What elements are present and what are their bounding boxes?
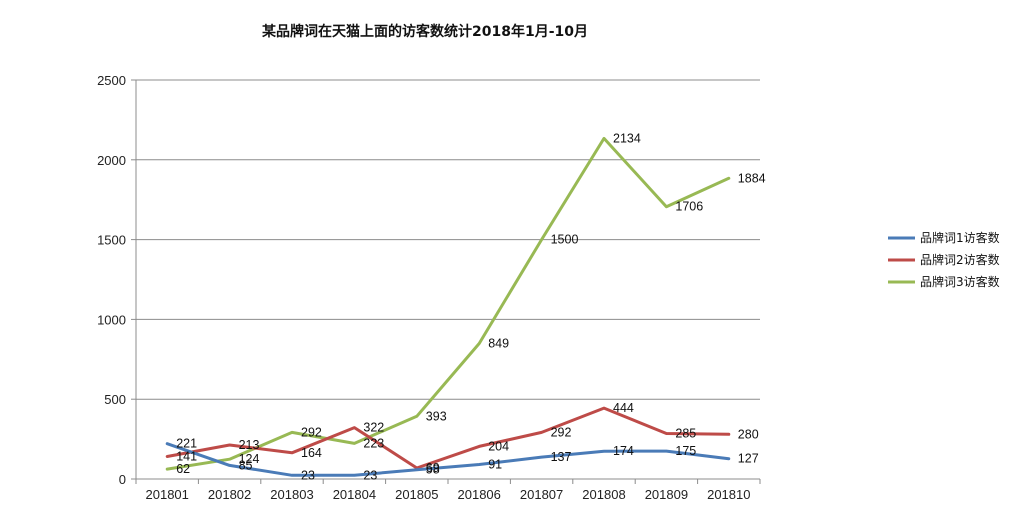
x-tick-label: 201802 [208, 487, 251, 502]
data-label: 141 [176, 449, 197, 463]
gridlines [136, 79, 760, 400]
data-label: 23 [301, 468, 315, 482]
x-tick-label: 201809 [645, 487, 688, 502]
series-line-2 [165, 406, 731, 470]
axes [131, 79, 761, 484]
data-label: 91 [488, 457, 502, 471]
data-label: 223 [363, 436, 384, 450]
data-label: 1884 [738, 171, 766, 185]
data-label: 69 [426, 461, 440, 475]
x-axis-tick-labels: 201801 201802 201803 201804 201805 201806 2018… [146, 487, 751, 502]
data-labels: 221 85 23 23 58 91 137 174 175 127 141 213 164 322 69 2… [176, 131, 765, 482]
y-tick-label: 2000 [97, 153, 126, 168]
data-label: 164 [301, 446, 322, 460]
x-tick-label: 201804 [333, 487, 376, 502]
data-label: 221 [176, 437, 197, 451]
series-lines [165, 136, 731, 477]
x-tick-label: 201807 [520, 487, 563, 502]
y-tick-label: 500 [104, 392, 126, 407]
data-label: 292 [551, 425, 572, 439]
data-label: 58 [426, 463, 440, 477]
legend-label-2: 品牌词2访客数 [920, 252, 1000, 267]
x-tick-label: 201810 [707, 487, 750, 502]
legend-label-1: 品牌词1访客数 [920, 230, 1000, 245]
y-tick-label: 1000 [97, 312, 126, 327]
data-label: 23 [363, 468, 377, 482]
legend-label-3: 品牌词3访客数 [920, 274, 1000, 289]
chart-title: 某品牌词在天猫上面的访客数统计2018年1月-10月 [262, 23, 588, 40]
data-label: 2134 [613, 131, 641, 145]
data-label: 1706 [675, 200, 703, 214]
x-tick-label: 201805 [395, 487, 438, 502]
x-tick-label: 201803 [270, 487, 313, 502]
x-tick-label: 201808 [582, 487, 625, 502]
data-label: 85 [239, 458, 253, 472]
x-tick-label: 201806 [458, 487, 501, 502]
y-tick-label: 1500 [97, 233, 126, 248]
y-tick-label: 0 [119, 472, 126, 487]
data-label: 175 [675, 444, 696, 458]
data-label: 1500 [551, 233, 579, 247]
series-line-1 [165, 442, 731, 477]
data-label: 285 [675, 427, 696, 441]
data-label: 393 [426, 409, 447, 423]
data-label: 280 [738, 427, 759, 441]
data-label: 204 [488, 439, 509, 453]
x-tick-label: 201801 [146, 487, 189, 502]
data-label: 174 [613, 444, 634, 458]
y-axis-tick-labels: 0 500 1000 1500 2000 2500 [97, 73, 126, 487]
data-label: 62 [176, 462, 190, 476]
data-label: 137 [551, 450, 572, 464]
data-label: 124 [239, 452, 260, 466]
data-label: 322 [363, 421, 384, 435]
y-tick-label: 2500 [97, 73, 126, 88]
data-label: 292 [301, 425, 322, 439]
data-label: 213 [239, 438, 260, 452]
data-label: 444 [613, 401, 634, 415]
series-line-3 [165, 136, 731, 471]
data-label: 849 [488, 336, 509, 350]
data-label: 127 [738, 452, 759, 466]
